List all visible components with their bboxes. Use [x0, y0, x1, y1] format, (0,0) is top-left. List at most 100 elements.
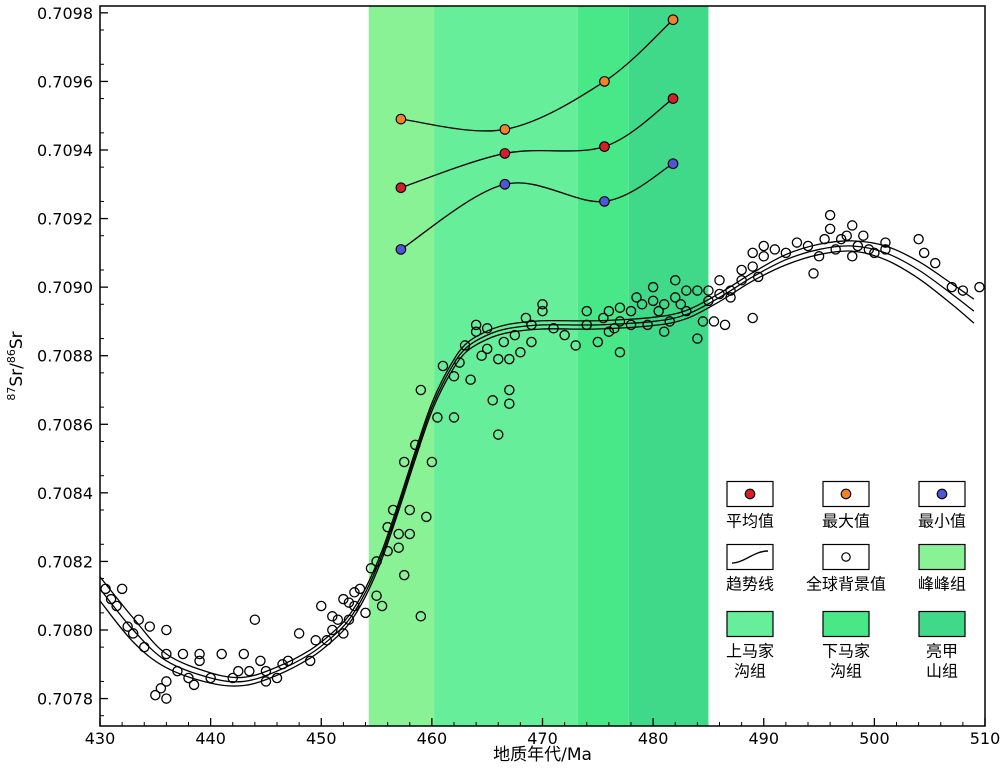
background-point — [647, 281, 659, 293]
background-point — [487, 395, 498, 406]
y-tick-label: 0.7084 — [37, 484, 93, 503]
legend-swatch — [918, 543, 966, 571]
x-tick-label: 460 — [417, 729, 448, 748]
background-point — [432, 412, 443, 423]
background-point — [387, 504, 399, 516]
background-point — [681, 305, 692, 317]
axes: 430 440 450 460 470 480 490 500 510 0.7078 0.7080 0… — [37, 4, 1000, 748]
band-峰峰组 — [368, 6, 435, 726]
background-point — [631, 292, 642, 303]
series-point-最大值 — [395, 113, 407, 125]
background-point — [216, 648, 227, 660]
background-point — [138, 641, 150, 653]
background-point — [537, 299, 548, 310]
background-point — [470, 326, 482, 337]
x-tick-label: 470 — [527, 729, 558, 748]
background-point — [415, 611, 427, 622]
background-point — [974, 281, 985, 293]
series-line-最小值 — [400, 163, 674, 250]
background-point — [360, 607, 371, 619]
background-point — [504, 398, 515, 409]
background-point — [188, 679, 200, 691]
background-point — [664, 316, 675, 327]
background-point — [725, 285, 736, 296]
background-point — [592, 336, 604, 348]
background-point — [847, 251, 858, 262]
background-point — [504, 384, 515, 396]
background-point — [321, 635, 333, 646]
background-point — [736, 275, 747, 286]
y-tick-label: 0.7094 — [37, 141, 93, 160]
legend-label: 趋势线 — [726, 575, 774, 594]
legend-item-全球背景值: 全球背景值 — [806, 543, 886, 594]
background-point — [398, 456, 410, 468]
background-point — [880, 237, 891, 248]
background-point — [127, 628, 139, 639]
y-tick-label: 0.7080 — [37, 621, 93, 640]
background-point — [448, 371, 460, 382]
background-point — [354, 583, 366, 595]
background-point — [780, 247, 792, 259]
series-point-最小值 — [499, 178, 511, 190]
y-tick-label: 0.7096 — [37, 72, 93, 91]
x-tick-label: 430 — [85, 729, 116, 748]
legend-dot — [840, 488, 852, 500]
x-tick-label: 500 — [859, 729, 890, 748]
background-point — [410, 439, 421, 451]
background-point — [271, 672, 283, 684]
legend-label: 沟组 — [830, 662, 862, 681]
background-point — [802, 240, 814, 252]
background-point — [476, 350, 487, 361]
background-point — [105, 593, 117, 605]
background-point — [393, 542, 404, 553]
background-point — [150, 689, 161, 701]
series-point-最小值 — [395, 244, 407, 255]
background-point — [349, 587, 360, 598]
background-point — [465, 374, 476, 385]
background-point — [609, 323, 620, 334]
background-point — [946, 281, 958, 293]
background-point — [957, 285, 969, 296]
series-point-平均值 — [599, 141, 610, 152]
background-point — [371, 556, 382, 567]
background-point — [625, 305, 637, 317]
background-point — [703, 295, 714, 307]
series-point-最小值 — [667, 158, 679, 170]
background-point — [526, 319, 537, 331]
legend-label: 峰峰组 — [918, 575, 966, 594]
background-point — [393, 528, 404, 540]
background-point — [365, 563, 377, 574]
y-tick-label: 0.7088 — [37, 347, 93, 366]
formation-bands — [368, 6, 709, 726]
background-point — [841, 230, 852, 241]
legend-swatch — [918, 610, 966, 638]
background-point — [133, 614, 144, 625]
background-point — [310, 635, 321, 646]
background-point — [614, 302, 626, 313]
background-point — [227, 672, 238, 684]
background-point — [470, 319, 482, 331]
background-point — [161, 648, 172, 660]
background-point — [819, 233, 830, 245]
background-point — [498, 336, 510, 348]
y-tick-label: 0.7082 — [37, 552, 93, 571]
x-tick-label: 510 — [970, 729, 1000, 748]
background-point — [736, 264, 747, 276]
background-point — [421, 511, 432, 523]
background-point — [343, 597, 355, 608]
background-point — [929, 257, 941, 269]
background-point — [255, 655, 266, 667]
background-point — [238, 648, 250, 660]
y-axis-title: 87Sr/86Sr — [5, 331, 27, 400]
y-tick-label: 0.7086 — [37, 415, 93, 434]
background-point — [293, 628, 305, 639]
background-point — [824, 209, 836, 221]
background-point — [161, 624, 172, 636]
background-point — [526, 336, 537, 348]
background-point — [398, 569, 410, 581]
background-point — [260, 665, 272, 677]
trend-lines — [99, 240, 975, 687]
